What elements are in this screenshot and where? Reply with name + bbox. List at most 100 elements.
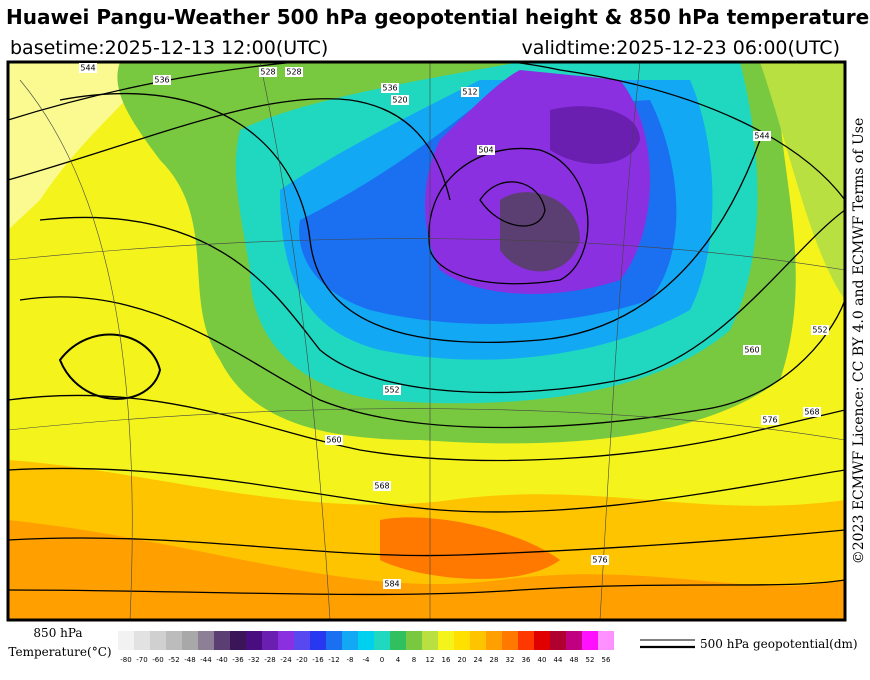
colorbar-swatch [390,631,406,650]
colorbar-label: -52 [168,656,179,664]
colorbar-swatch [326,631,342,650]
colorbar-label: 44 [554,656,563,664]
colorbar-label: -12 [328,656,339,664]
colorbar-label: -4 [363,656,371,664]
colorbar-label: -60 [152,656,163,664]
map-frame [6,60,847,622]
colorbar-title: Temperature(°C) [8,645,111,659]
colorbar-label: 24 [474,656,483,664]
colorbar-swatch [454,631,470,650]
colorbar-label: -40 [216,656,227,664]
colorbar-swatch [166,631,182,650]
colorbar-label: 40 [538,656,547,664]
colorbar-label: 32 [506,656,515,664]
colorbar-label: 4 [396,656,401,664]
colorbar-label: -8 [347,656,354,664]
contour-label: 560 [744,346,759,355]
colorbar-swatch [422,631,438,650]
colorbar-label: -32 [248,656,259,664]
contour-label-bg [477,145,495,155]
contour-label-bg [381,83,399,93]
colorbar-swatch [278,631,294,650]
contour-label-bg [259,67,277,77]
contour-label-bg [79,63,97,73]
contour-label: 512 [462,88,477,97]
contour-label-bg [461,87,479,97]
colorbar-swatch [550,631,566,650]
contour-label: 552 [812,326,827,335]
contour-label-bg [285,67,303,77]
contour-label: 568 [804,408,819,417]
contour-label: 560 [326,436,341,445]
colorbar-swatch [198,631,214,650]
colorbar-label: -70 [136,656,147,664]
colorbar-swatch [406,631,422,650]
contour-label-bg [743,345,761,355]
contour-label-bg [803,407,821,417]
colorbar-label: 52 [586,656,595,664]
colorbar-label: 48 [570,656,579,664]
colorbar-label: 36 [522,656,531,664]
contour-label: 528 [260,68,275,77]
colorbar-swatch [134,631,150,650]
contour-label: 544 [80,64,95,73]
colorbar-swatch [214,631,230,650]
colorbar-swatch [566,631,582,650]
contour-label: 544 [754,132,769,141]
colorbar-title: 850 hPa [33,626,82,640]
contour-label-bg [761,415,779,425]
contour-label: 584 [384,580,399,589]
contour-label: 576 [762,416,777,425]
contour-label: 552 [384,386,399,395]
colorbar-swatch [150,631,166,650]
colorbar-swatch [598,631,614,650]
colorbar-swatch [582,631,598,650]
contour-label-bg [325,435,343,445]
colorbar-swatch [310,631,326,650]
contour-label-bg [373,481,391,491]
contour-label-bg [383,579,401,589]
map-field [8,62,845,620]
colorbar-swatch [486,631,502,650]
contour-label-bg [811,325,829,335]
contour-label-bg [591,555,609,565]
colorbar-label: 16 [442,656,451,664]
colorbar-label: 28 [490,656,499,664]
colorbar-label: 56 [602,656,611,664]
colorbar-swatch [534,631,550,650]
colorbar-label: 0 [380,656,384,664]
contour-label: 536 [382,84,397,93]
colorbar-swatch [262,631,278,650]
colorbar-label: -28 [264,656,275,664]
colorbar-label: -48 [184,656,195,664]
basetime: basetime:2025-12-13 12:00(UTC) [10,37,328,59]
contour-label-bg [383,385,401,395]
contour-label-bg [153,75,171,85]
colorbar-swatch [182,631,198,650]
colorbar-swatch [118,631,134,650]
colorbar-swatch [246,631,262,650]
colorbar-label: -16 [312,656,324,664]
validtime: validtime:2025-12-23 06:00(UTC) [521,37,840,59]
contour-label: 504 [478,146,493,155]
colorbar-swatch [342,631,358,650]
contour-label: 576 [592,556,607,565]
colorbar-label: 20 [458,656,467,664]
contour-label: 528 [286,68,301,77]
colorbar-label: -20 [296,656,307,664]
colorbar-label: -24 [280,656,292,664]
contour-label-bg [391,95,409,105]
colorbar-swatch [518,631,534,650]
colorbar-label: -36 [232,656,244,664]
contour-label: 568 [374,482,389,491]
colorbar-swatch [438,631,454,650]
colorbar-label: -80 [120,656,131,664]
colorbar-label: 8 [412,656,416,664]
contour-label: 520 [392,96,407,105]
colorbar-swatch [358,631,374,650]
colorbar-swatch [470,631,486,650]
colorbar-label: 12 [426,656,435,664]
title: Huawei Pangu-Weather 500 hPa geopotentia… [6,5,869,29]
colorbar-swatch [294,631,310,650]
